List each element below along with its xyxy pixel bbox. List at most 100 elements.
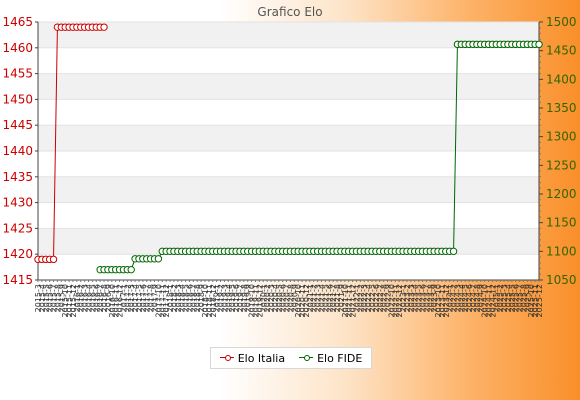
x-tick-label: 2020-7 — [283, 284, 292, 312]
x-tick-label: 2017-5 — [135, 284, 144, 312]
x-tick-label: 2024-7 — [469, 284, 478, 312]
legend-item-elo-italia: Elo Italia — [219, 352, 285, 365]
x-tick-label: 2020-2 — [263, 284, 272, 312]
x-tick-label: 2025-8 — [519, 284, 528, 312]
x-tick-label: 2019-7 — [236, 284, 245, 312]
x-tick-label: 2020-8 — [286, 284, 295, 312]
x-tick-label: 2015-6 — [46, 284, 55, 312]
x-tick-label: 2024-12 — [488, 284, 497, 317]
x-tick-label: 2019-1 — [213, 284, 222, 312]
x-tick-label: 2025-3 — [500, 284, 509, 312]
y-left-tick-label: 1440 — [2, 144, 33, 158]
y-right-tick-label: 1350 — [546, 101, 577, 115]
x-tick-label: 2016-5 — [88, 284, 97, 312]
x-tick-label: 2024-11 — [485, 284, 494, 317]
x-tick-label: 2016-8 — [100, 284, 109, 312]
y-right-tick-label: 1050 — [546, 273, 577, 287]
x-tick-label: 2025-11 — [531, 284, 540, 317]
x-tick-label: 2021-10 — [341, 284, 350, 317]
x-tick-label: 2016-3 — [81, 284, 90, 312]
x-tick-label: 2015-4 — [38, 284, 47, 312]
x-tick-label: 2020-1 — [259, 284, 268, 312]
x-tick-label: 2015-9 — [57, 284, 66, 312]
x-tick-label: 2020-5 — [275, 284, 284, 312]
x-tick-label: 2024-5 — [461, 284, 470, 312]
y-right-tick-label: 1400 — [546, 72, 577, 86]
x-tick-label: 2020-4 — [271, 284, 280, 312]
x-tick-label: 2023-11 — [438, 284, 447, 317]
point-elo-fide — [127, 265, 135, 274]
point-elo-fide — [154, 255, 163, 263]
x-tick-label: 2015-5 — [42, 284, 51, 312]
x-tick-label: 2017-7 — [143, 284, 152, 312]
x-tick-label: 2025-2 — [496, 284, 505, 312]
x-tick-label: 2019-3 — [220, 284, 229, 312]
x-tick-label: 2025-4 — [504, 284, 513, 312]
x-tick-label: 2016-6 — [92, 284, 101, 312]
point-elo-italia — [100, 23, 108, 31]
x-tick-label: 2023-8 — [426, 284, 435, 312]
y-left-tick-label: 1455 — [2, 67, 33, 81]
x-tick-label: 2018-8 — [193, 284, 202, 312]
x-tick-label: 2017-10 — [154, 284, 163, 317]
x-tick-label: 2021-4 — [318, 284, 327, 312]
x-tick-label: 2016-2 — [77, 284, 86, 312]
y-right-tick-label: 1200 — [546, 187, 577, 201]
x-tick-label: 2018-3 — [174, 284, 183, 312]
legend-label-elo-fide: Elo FIDE — [317, 351, 363, 365]
point-elo-fide — [535, 40, 543, 49]
x-tick-label: 2018-9 — [197, 284, 206, 312]
x-tick-label: 2025-7 — [516, 284, 525, 312]
x-tick-label: 2019-8 — [240, 284, 249, 312]
x-tick-label: 2025-1 — [492, 284, 501, 312]
x-tick-label: 2024-1 — [446, 284, 455, 312]
y-left-tick-label: 1450 — [2, 92, 33, 106]
legend-item-elo-fide: Elo FIDE — [299, 352, 362, 365]
x-tick-label: 2015-3 — [34, 284, 43, 312]
x-tick-label: 2023-4 — [411, 284, 420, 312]
y-left-tick-label: 1435 — [2, 170, 33, 184]
x-tick-label: 2024-2 — [450, 284, 459, 312]
x-tick-label: 2018-2 — [170, 284, 179, 312]
y-right-tick-label: 1150 — [546, 216, 577, 230]
x-tick-label: 2018-1 — [166, 284, 175, 312]
x-tick-label: 2021-8 — [333, 284, 342, 312]
x-tick-label: 2024-4 — [457, 284, 466, 312]
x-tick-label: 2019-11 — [251, 284, 260, 317]
x-tick-label: 2022-7 — [376, 284, 385, 312]
x-tick-label: 2019-4 — [224, 284, 233, 312]
x-tick-label: 2018-6 — [185, 284, 194, 312]
legend-swatch-elo-italia — [219, 353, 234, 363]
y-left-tick-label: 1425 — [2, 221, 33, 235]
chart-title: Grafico Elo — [257, 5, 322, 19]
y-left-tick-label: 1445 — [2, 118, 33, 132]
x-tick-label: 2023-12 — [442, 284, 451, 317]
x-tick-label: 2018-7 — [189, 284, 198, 312]
x-tick-label: 2023-2 — [403, 284, 412, 312]
x-tick-label: 2023-10 — [434, 284, 443, 317]
x-tick-label: 2021-12 — [349, 284, 358, 317]
y-left-tick-label: 1460 — [2, 41, 33, 55]
x-tick-label: 2021-9 — [337, 284, 346, 312]
x-tick-label: 2016-7 — [96, 284, 105, 312]
x-tick-label: 2017-12 — [162, 284, 171, 317]
y-left-tick-label: 1415 — [2, 273, 33, 287]
x-tick-label: 2015-11 — [65, 284, 74, 317]
y-left-tick-label: 1420 — [2, 247, 33, 261]
x-tick-label: 2020-9 — [290, 284, 299, 312]
y-left-tick-label: 1465 — [2, 15, 33, 29]
x-tick-label: 2016-1 — [73, 284, 82, 312]
x-tick-label: 2015-12 — [69, 284, 78, 317]
x-tick-label: 2024-10 — [481, 284, 490, 317]
x-tick-label: 2022-11 — [391, 284, 400, 317]
x-tick-label: 2017-6 — [139, 284, 148, 312]
x-tick-label: 2019-6 — [232, 284, 241, 312]
x-tick-label: 2017-11 — [158, 284, 167, 317]
x-tick-label: 2015-8 — [53, 284, 62, 312]
x-tick-label: 2021-11 — [345, 284, 354, 317]
x-tick-label: 2020-11 — [298, 284, 307, 317]
x-tick-label: 2025-12 — [535, 284, 544, 317]
x-tick-label: 2023-1 — [399, 284, 408, 312]
x-tick-label: 2021-5 — [321, 284, 330, 312]
